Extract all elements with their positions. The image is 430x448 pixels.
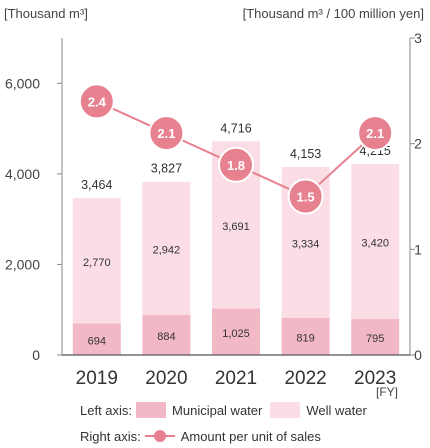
municipal-value-label: 819 bbox=[296, 332, 314, 344]
legend-municipal-swatch bbox=[136, 402, 167, 418]
bar-municipal-water bbox=[142, 314, 191, 355]
well-value-label: 3,691 bbox=[222, 221, 250, 233]
total-value-label: 4,716 bbox=[220, 121, 251, 135]
bar-municipal-water bbox=[281, 317, 330, 355]
x-tick-label: 2019 bbox=[76, 368, 118, 389]
left-tick-label: 0 bbox=[32, 347, 40, 363]
municipal-value-label: 795 bbox=[366, 333, 384, 345]
line-point-label: 1.5 bbox=[297, 190, 315, 205]
right-tick-label: 0 bbox=[414, 347, 422, 363]
legend-municipal-label: Municipal water bbox=[172, 402, 263, 418]
bar-municipal-water bbox=[72, 323, 121, 355]
well-value-label: 3,420 bbox=[361, 238, 389, 250]
municipal-value-label: 694 bbox=[88, 335, 106, 347]
left-tick-label: 6,000 bbox=[5, 75, 40, 91]
legend-right-axis-label: Right axis: bbox=[80, 428, 141, 444]
left-axis-unit: [Thousand m³] bbox=[4, 6, 88, 21]
left-tick-label: 2,000 bbox=[5, 256, 40, 272]
legend-left-axis-label: Left axis: bbox=[80, 402, 133, 418]
chart-area: 0 2,000 4,000 6,000 0 1 2 3 694 2,770 3,464 2019 884… bbox=[5, 30, 422, 389]
right-tick-label: 1 bbox=[414, 241, 422, 257]
municipal-value-label: 1,025 bbox=[222, 328, 250, 340]
line-point-label: 2.1 bbox=[366, 126, 384, 141]
bar-municipal-water bbox=[212, 308, 260, 355]
well-value-label: 2,942 bbox=[153, 244, 181, 256]
x-tick-label: 2020 bbox=[145, 368, 187, 389]
legend-line-label: Amount per unit of sales bbox=[180, 428, 321, 444]
right-tick-label: 2 bbox=[414, 136, 422, 152]
bar-well-water bbox=[351, 164, 400, 319]
line-point bbox=[218, 146, 254, 183]
x-tick-label: 2021 bbox=[215, 368, 257, 389]
total-value-label: 3,464 bbox=[81, 178, 112, 192]
line-point-label: 2.1 bbox=[157, 126, 175, 141]
legend-well-swatch bbox=[270, 402, 301, 418]
line-point-label: 1.8 bbox=[227, 158, 245, 173]
bar-well-water bbox=[142, 181, 191, 315]
x-tick-label: 2022 bbox=[284, 368, 326, 389]
x-tick-label: 2023 bbox=[354, 368, 396, 389]
x-axis-unit: [FY] bbox=[376, 385, 399, 399]
line-point bbox=[357, 115, 394, 152]
municipal-value-label: 884 bbox=[157, 331, 175, 343]
legend-well-label: Well water bbox=[306, 402, 367, 418]
total-value-label: 4,153 bbox=[290, 147, 321, 161]
bar-municipal-water bbox=[351, 318, 400, 355]
total-value-label: 3,827 bbox=[151, 162, 182, 176]
legend-line-marker bbox=[144, 428, 175, 444]
right-tick-label: 3 bbox=[414, 30, 422, 46]
line-point bbox=[148, 115, 185, 152]
line-point-label: 2.4 bbox=[88, 94, 107, 109]
right-axis-unit: [Thousand m³ / 100 million yen] bbox=[242, 6, 424, 21]
well-value-label: 2,770 bbox=[83, 257, 111, 269]
bar-well-water bbox=[72, 198, 121, 324]
left-tick-label: 4,000 bbox=[5, 166, 40, 182]
line-point bbox=[78, 83, 115, 120]
well-value-label: 3,334 bbox=[292, 238, 320, 250]
line-point bbox=[287, 178, 324, 215]
